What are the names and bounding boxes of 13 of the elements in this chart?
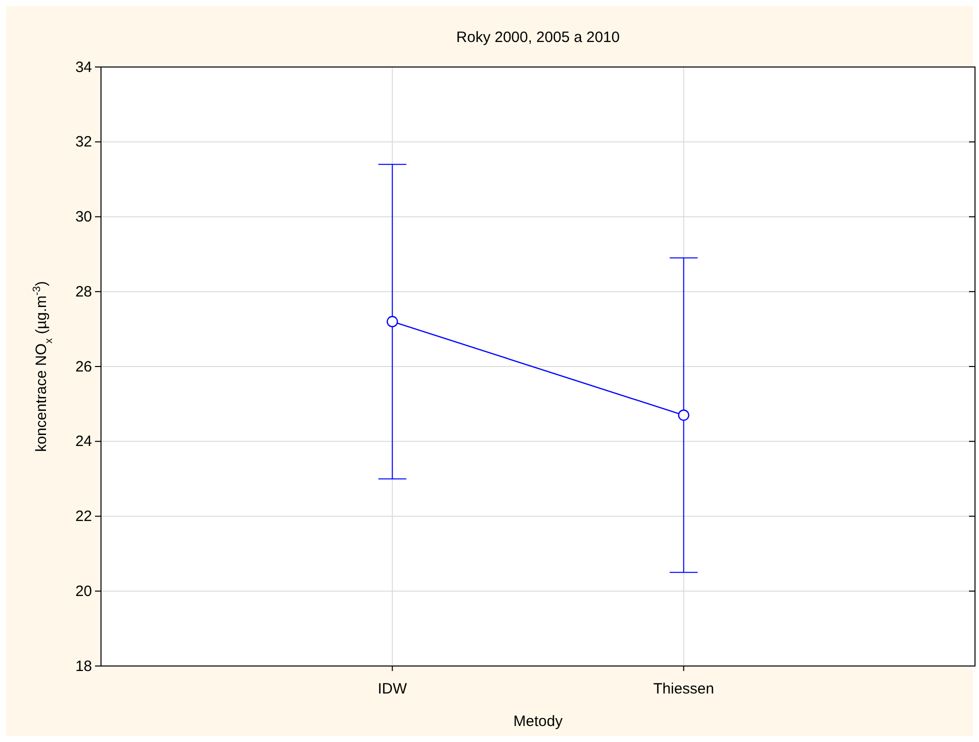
y-tick-label: 18 <box>75 658 92 675</box>
x-tick-label: Thiessen <box>653 680 714 698</box>
y-tick-label: 34 <box>75 58 92 76</box>
y-tick-label: 20 <box>75 582 92 600</box>
y-tick-label: 28 <box>75 283 92 300</box>
y-tick-label: 26 <box>75 358 92 376</box>
x-tick-label: IDW <box>378 680 408 698</box>
y-tick-label: 22 <box>75 508 92 526</box>
x-axis-title: Metody <box>513 713 564 730</box>
y-tick-label: 30 <box>75 208 92 226</box>
y-tick-label: 32 <box>75 134 92 151</box>
chart-title: Roky 2000, 2005 a 2010 <box>456 29 620 46</box>
y-tick-label: 24 <box>75 433 92 450</box>
